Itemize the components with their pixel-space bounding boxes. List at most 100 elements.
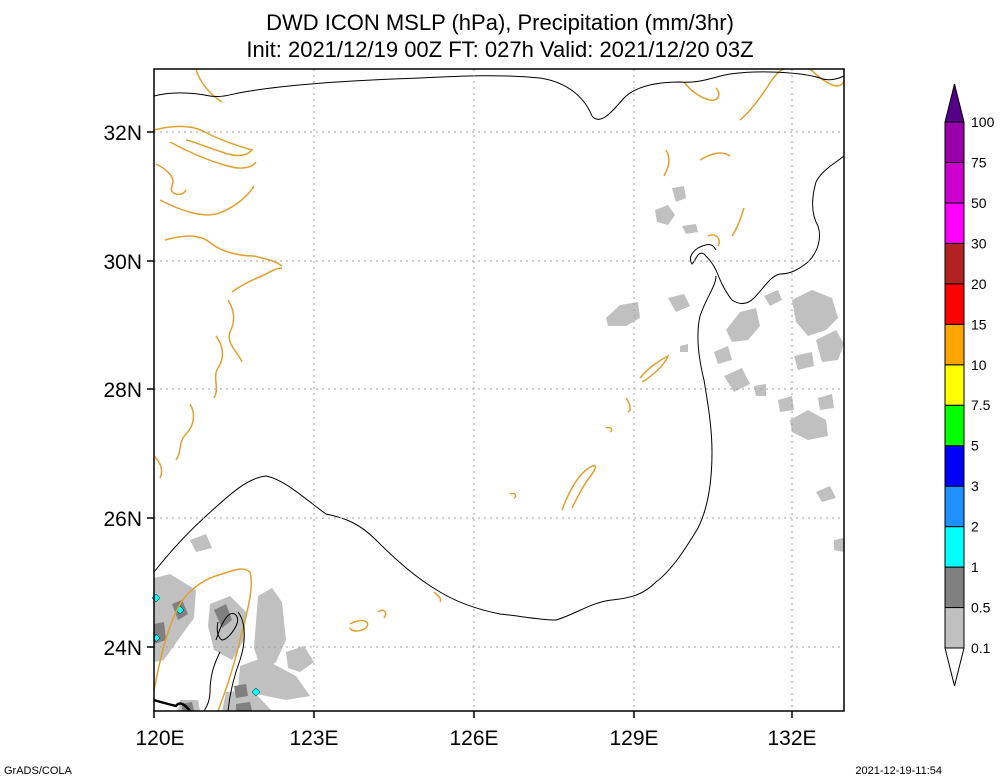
colorbar-segment	[944, 323, 965, 366]
coastline-bold	[153, 698, 191, 712]
precip-light	[154, 186, 844, 711]
axis-ticks	[147, 131, 793, 718]
precip-patch	[668, 294, 690, 312]
coastline	[155, 163, 187, 196]
map-frame	[153, 68, 845, 712]
precip-patch	[724, 368, 750, 392]
map-area: 120E 123E 126E 129E 132E 24N 26N 28N 30N…	[103, 68, 845, 750]
coastline	[159, 185, 255, 216]
y-tick-label-26N: 26N	[103, 508, 142, 531]
precip-patch	[655, 205, 675, 225]
y-tick-label-28N: 28N	[103, 379, 142, 402]
coastline	[153, 125, 254, 157]
colorbar-segment	[944, 607, 965, 649]
y-tick-label-30N: 30N	[103, 251, 142, 274]
coastlines	[153, 68, 845, 712]
isobar	[227, 611, 245, 712]
isobar	[153, 71, 845, 120]
precip-patch	[682, 224, 698, 234]
colorbar-segment	[944, 526, 965, 568]
precip-patch	[236, 702, 252, 711]
coastline	[169, 141, 257, 169]
y-tick-label-24N: 24N	[103, 637, 142, 660]
isobar	[203, 651, 221, 712]
precip-patch	[672, 186, 686, 202]
coastline	[509, 492, 517, 499]
coastline	[153, 455, 163, 479]
precip-patch	[816, 486, 836, 502]
coastline	[707, 234, 720, 247]
colorbar-label: 50	[971, 195, 987, 211]
coastline	[625, 397, 631, 413]
coastline	[164, 235, 283, 267]
precip-patch	[190, 534, 212, 552]
colorbar-segment	[944, 121, 965, 163]
colorbar-segment	[944, 647, 965, 687]
coastline	[349, 619, 369, 632]
coastline-taiwan	[153, 568, 253, 712]
title-line-2: Init: 2021/12/19 00Z FT: 027h Valid: 202…	[246, 37, 754, 62]
coastline	[175, 403, 195, 461]
isobar	[153, 275, 717, 621]
gridlines	[154, 69, 844, 711]
colorbar-segment	[944, 161, 965, 204]
colorbar-segment	[944, 202, 965, 244]
coastline-kyushu	[739, 68, 785, 121]
colorbar-label: 0.5	[971, 600, 991, 616]
coastline-islands	[561, 464, 597, 511]
colorbar-label: 10	[971, 357, 987, 373]
isobar	[215, 613, 239, 641]
colorbar-label: 1	[971, 559, 979, 575]
precip-patch	[234, 684, 248, 698]
precip-patch	[764, 290, 782, 306]
colorbar-segment	[944, 364, 965, 406]
precip-patch	[778, 396, 794, 412]
colorbar-segment	[944, 445, 965, 487]
precip-patch	[726, 308, 760, 342]
colorbar-label: 2	[971, 519, 979, 535]
precip-patch	[214, 604, 232, 628]
colorbar: 0.1 0.5 1 2 3 5 7.5 10 15 20 30 50 75 100	[944, 83, 995, 687]
colorbar-label: 20	[971, 276, 987, 292]
precip-patch	[794, 352, 814, 370]
coastline	[663, 149, 670, 177]
colorbar-label: 15	[971, 316, 987, 332]
colorbar-label: 0.1	[971, 640, 991, 656]
coastline	[699, 152, 731, 161]
x-tick-label-132E: 132E	[767, 727, 816, 750]
footer-timestamp: 2021-12-19-11:54	[855, 765, 942, 777]
colorbar-label: 7.5	[971, 397, 991, 413]
y-tick-label-32N: 32N	[103, 122, 142, 145]
coastline	[377, 609, 387, 619]
precip-patch	[286, 646, 314, 672]
precip-patch	[754, 384, 766, 396]
precip-patch	[792, 290, 838, 336]
coastline	[227, 299, 243, 363]
colorbar-segment	[944, 283, 965, 325]
precip-patch	[816, 330, 844, 362]
coastline	[605, 426, 613, 433]
colorbar-label: 75	[971, 154, 987, 170]
precip-patch	[818, 394, 834, 410]
colorbar-label: 3	[971, 478, 979, 494]
colorbar-segment	[944, 242, 965, 285]
precip-patch	[714, 346, 732, 364]
colorbar-label: 30	[971, 235, 987, 251]
precip-patch	[790, 410, 828, 440]
coastline	[731, 207, 745, 237]
coastline	[195, 68, 223, 103]
x-tick-label-126E: 126E	[449, 727, 498, 750]
isobar	[689, 155, 845, 304]
x-tick-label-129E: 129E	[609, 727, 658, 750]
coastline-kyushu	[683, 81, 720, 102]
x-tick-label-120E: 120E	[135, 727, 184, 750]
coastline	[213, 335, 224, 399]
title-line-1: DWD ICON MSLP (hPa), Precipitation (mm/3…	[266, 10, 734, 35]
isobars	[153, 71, 845, 712]
colorbar-segment	[944, 83, 965, 123]
precip-patch	[222, 690, 272, 711]
colorbar-label: 100	[971, 114, 995, 130]
coastline	[433, 591, 442, 603]
colorbar-segment	[944, 566, 965, 609]
coastline	[231, 267, 283, 293]
